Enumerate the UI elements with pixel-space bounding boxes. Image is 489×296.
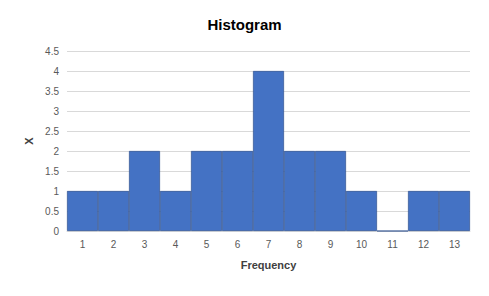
svg-text:X: X <box>23 137 35 145</box>
svg-text:3.5: 3.5 <box>45 86 59 97</box>
svg-text:12: 12 <box>418 239 430 250</box>
svg-text:8: 8 <box>297 239 303 250</box>
svg-text:10: 10 <box>356 239 368 250</box>
svg-text:13: 13 <box>449 239 461 250</box>
svg-text:Histogram: Histogram <box>207 16 281 33</box>
svg-text:1: 1 <box>53 186 59 197</box>
svg-text:0: 0 <box>53 226 59 237</box>
svg-text:1: 1 <box>80 239 86 250</box>
svg-text:1.5: 1.5 <box>45 166 59 177</box>
svg-text:2: 2 <box>53 146 59 157</box>
svg-text:Frequency: Frequency <box>241 259 298 271</box>
svg-text:2.5: 2.5 <box>45 126 59 137</box>
svg-text:11: 11 <box>387 239 398 250</box>
svg-text:7: 7 <box>266 239 272 250</box>
svg-text:2: 2 <box>111 239 117 250</box>
svg-text:4: 4 <box>173 239 179 250</box>
svg-text:0.5: 0.5 <box>45 206 59 217</box>
svg-text:3: 3 <box>53 106 59 117</box>
svg-text:5: 5 <box>204 239 210 250</box>
svg-text:3: 3 <box>142 239 148 250</box>
svg-text:6: 6 <box>235 239 241 250</box>
svg-text:4.5: 4.5 <box>45 46 59 57</box>
svg-text:4: 4 <box>53 66 59 77</box>
svg-text:9: 9 <box>328 239 334 250</box>
